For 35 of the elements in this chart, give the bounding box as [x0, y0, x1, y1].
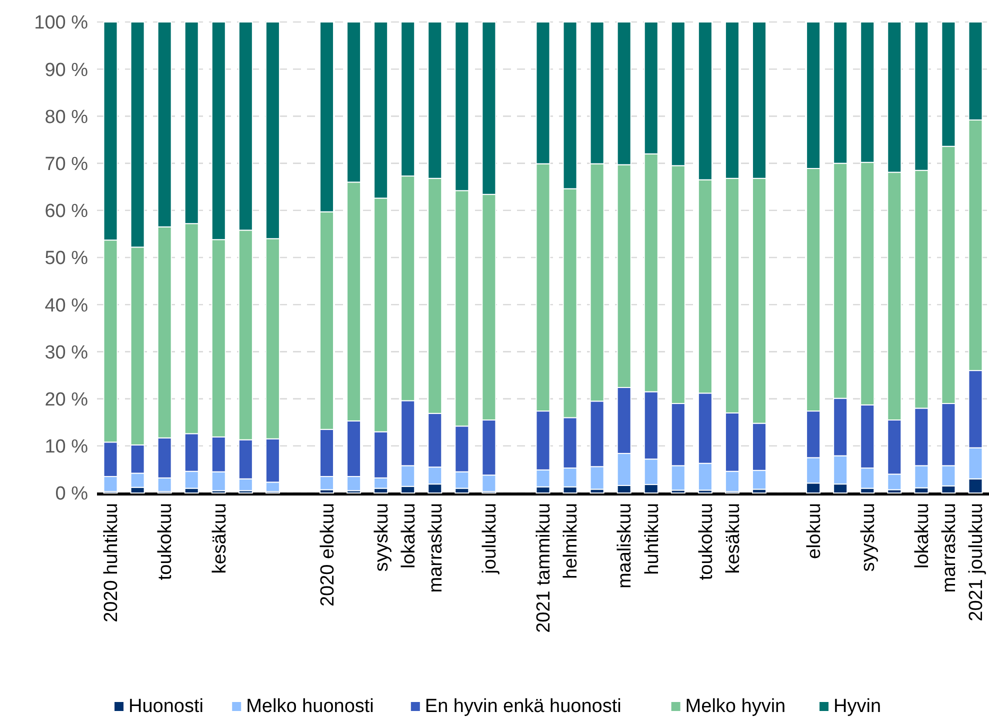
y-tick-label: 30 %	[44, 342, 88, 364]
x-tick-label: joulukuu	[480, 503, 501, 575]
legend-label: Huonosti	[128, 696, 204, 717]
x-tick-label: 2020 huhtikuu	[101, 503, 122, 622]
x-tick-label: toukokuu	[696, 503, 717, 580]
y-tick-label: 20 %	[44, 389, 88, 410]
y-tick-label: 50 %	[44, 248, 88, 270]
x-tick-label: huhtikuu	[642, 503, 663, 575]
y-tick-label: 90 %	[44, 60, 88, 81]
x-tick-label: 2020 elokuu	[317, 503, 338, 607]
y-tick-label: 70 %	[44, 154, 88, 175]
y-tick-label: 100 %	[34, 12, 88, 34]
x-tick-label: lokakuu	[912, 503, 934, 568]
x-tick-label: marraskuu	[426, 503, 447, 593]
x-tick-label: kesäkuu	[722, 503, 744, 574]
y-tick-label: 80 %	[44, 106, 88, 128]
x-tick-label: toukokuu	[155, 503, 176, 580]
legend-label: Hyvin	[834, 696, 882, 717]
x-tick-label: marraskuu	[939, 503, 960, 593]
y-tick-label: 0 %	[55, 484, 88, 505]
legend-label: Melko hyvin	[685, 696, 786, 717]
y-tick-label: 60 %	[44, 201, 88, 222]
x-tick-label: syyskuu	[858, 503, 880, 572]
x-tick-label: 2021 tammikuu	[534, 503, 555, 633]
x-tick-label: helmikuu	[560, 503, 582, 580]
x-tick-label: kesäkuu	[209, 503, 230, 574]
x-tick-label: syyskuu	[371, 503, 392, 572]
legend-label: En hyvin enkä huonosti	[424, 696, 622, 717]
x-tick-label: elokuu	[804, 503, 825, 559]
x-tick-label: maaliskuu	[614, 503, 636, 589]
y-tick-label: 40 %	[44, 295, 88, 316]
legend-label: Melko huonosti	[246, 696, 374, 717]
y-tick-label: 10 %	[44, 436, 88, 458]
x-tick-label: 2021 joulukuu	[966, 503, 988, 622]
x-tick-label: lokakuu	[398, 503, 420, 568]
